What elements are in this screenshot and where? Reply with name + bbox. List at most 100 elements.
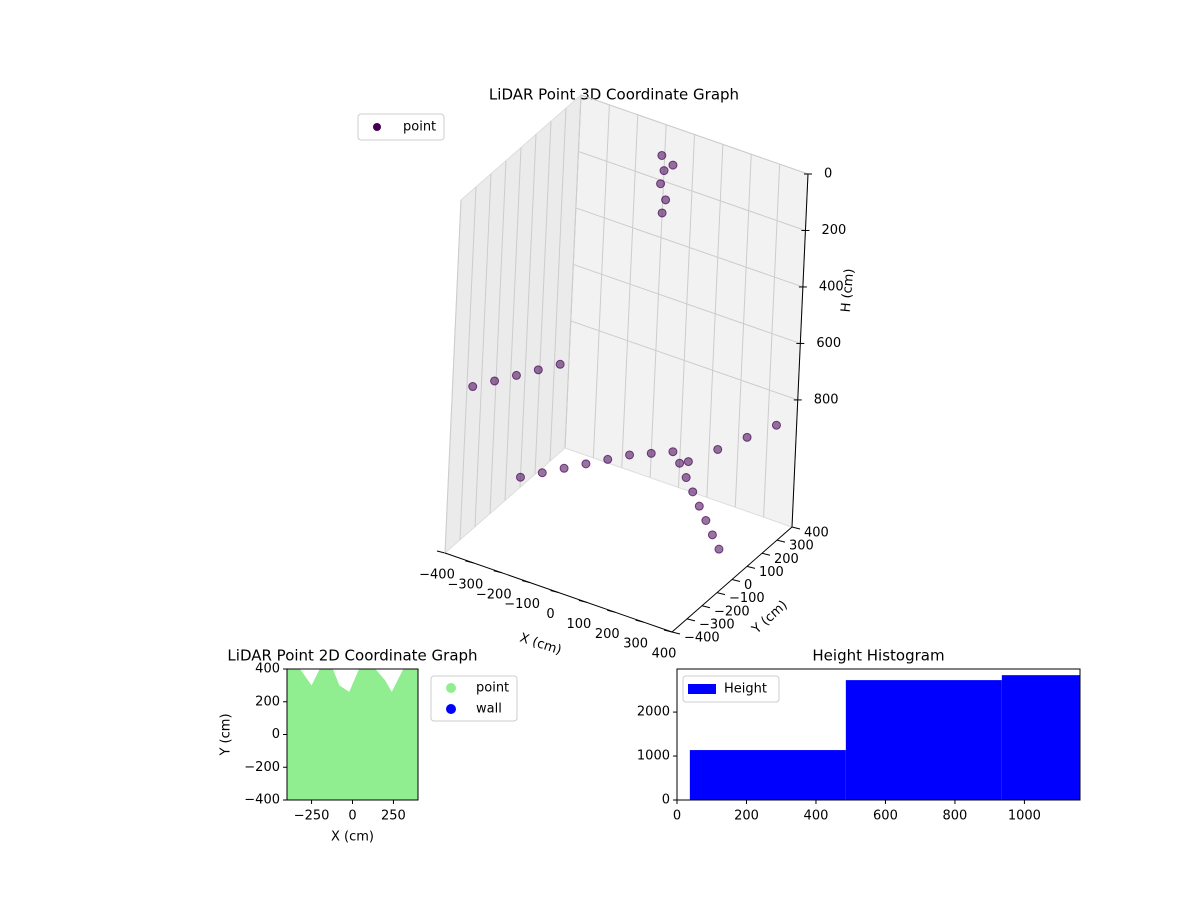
axis-line: [791, 173, 809, 528]
legend-label: Height: [724, 682, 767, 697]
tick-mark: [761, 552, 771, 556]
x-tick-label: 400: [804, 809, 829, 824]
x-tick-label: 0: [673, 809, 681, 824]
grid-line: [578, 151, 806, 231]
point: [771, 420, 781, 430]
z-tick-label: 800: [814, 392, 839, 407]
point: [515, 472, 525, 482]
y-axis-label: Y (cm): [219, 713, 234, 756]
point: [490, 376, 500, 386]
x-tick-label: −100: [504, 597, 540, 612]
point: [603, 454, 613, 464]
tick-mark: [686, 618, 696, 622]
tick-mark: [701, 605, 711, 609]
y-tick-label: −100: [729, 591, 765, 606]
point: [668, 447, 678, 457]
x-tick-label: −250: [294, 809, 330, 824]
point: [468, 382, 478, 392]
point: [657, 150, 667, 160]
chart-title: LiDAR Point 2D Coordinate Graph: [227, 647, 477, 665]
grid-line: [706, 144, 724, 498]
point: [511, 370, 521, 380]
tick-mark: [731, 579, 741, 582]
legend-marker: [373, 123, 381, 131]
point: [661, 195, 671, 205]
grid-line: [474, 173, 492, 527]
tick-mark: [776, 539, 786, 543]
tick-mark: [791, 526, 801, 530]
point: [742, 432, 752, 442]
y-tick-label: −200: [714, 604, 750, 619]
x-tick-label: 100: [566, 617, 591, 632]
y-tick-label: 400: [804, 526, 829, 541]
x-tick-label: 300: [623, 637, 648, 652]
point: [714, 544, 724, 554]
grid-line: [489, 160, 507, 514]
plot-frame: [676, 668, 1081, 801]
grid-line: [534, 121, 552, 475]
y-tick-label: −300: [699, 617, 735, 632]
point: [537, 468, 547, 478]
z-tick-label: 200: [821, 223, 846, 238]
legend-label: point: [476, 681, 509, 696]
point: [694, 501, 704, 511]
grid-line: [564, 94, 582, 449]
grid-line: [734, 154, 752, 508]
legend-box: [682, 675, 780, 703]
y-tick-label: 0: [744, 578, 752, 593]
point: [675, 458, 685, 468]
grid-line: [549, 108, 567, 462]
point: [707, 530, 717, 540]
point: [681, 473, 691, 483]
point: [559, 463, 569, 473]
x-tick-label: 0: [348, 809, 356, 824]
point: [581, 459, 591, 469]
grid-line: [592, 104, 610, 458]
grid-line: [763, 164, 781, 518]
legend-label: wall: [476, 702, 502, 717]
tick-mark: [746, 565, 756, 569]
legend-box: [430, 675, 518, 722]
x-tick-label: −300: [448, 577, 484, 592]
y-tick-label: −400: [244, 793, 280, 808]
point: [533, 365, 543, 375]
y-tick-label: 100: [759, 565, 784, 580]
y-tick-label: 2000: [637, 705, 670, 720]
grid-line: [504, 147, 522, 501]
x-axis-label: X (cm): [331, 830, 374, 845]
grid-line: [621, 114, 639, 468]
legend-label: point: [403, 120, 436, 135]
z-tick-label: 0: [824, 167, 832, 182]
legend-marker: [688, 684, 716, 694]
grid-line: [580, 94, 809, 175]
bar: [689, 750, 846, 800]
x-tick-label: 600: [873, 809, 898, 824]
grid-line: [519, 134, 537, 488]
x-tick-label: 200: [595, 627, 620, 642]
point: [659, 166, 669, 176]
point: [713, 444, 723, 454]
x-tick-label: 800: [943, 809, 968, 824]
point: [555, 359, 565, 369]
z-tick-label: 600: [816, 336, 841, 351]
grid-line: [678, 134, 695, 488]
x-tick-label: 0: [546, 607, 554, 622]
x-tick-label: 400: [652, 647, 677, 662]
y-tick-label: 200: [774, 552, 799, 567]
bar: [845, 680, 1002, 800]
tick-mark: [436, 550, 446, 554]
tick-mark: [671, 631, 681, 635]
y-tick-label: 0: [662, 793, 670, 808]
z-tick-label: 400: [819, 279, 844, 294]
grid-line: [575, 207, 804, 288]
point: [625, 450, 635, 460]
y-tick-label: 200: [255, 694, 280, 709]
legend-marker: [446, 683, 456, 693]
point: [646, 448, 656, 458]
x-tick-label: 1000: [1008, 809, 1041, 824]
y-tick-label: 400: [255, 662, 280, 677]
point: [657, 208, 667, 218]
y-tick-label: −200: [244, 760, 280, 775]
x-tick-label: −200: [476, 587, 512, 602]
